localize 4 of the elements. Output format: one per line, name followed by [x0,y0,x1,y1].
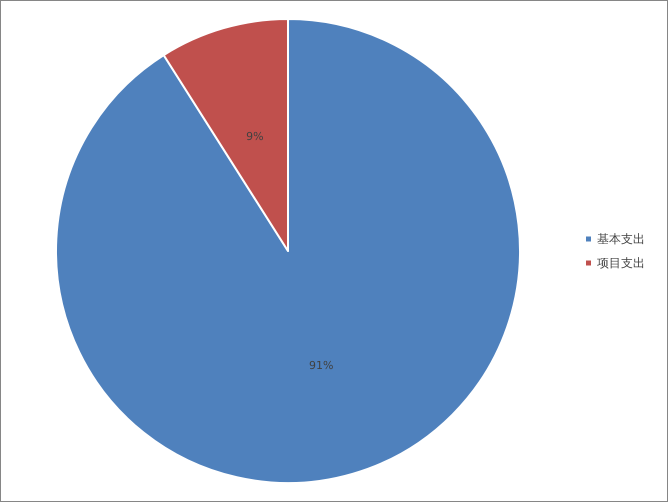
legend-label: 基本支出 [597,232,645,246]
data-label: 9% [246,130,264,144]
data-label: 91% [308,358,334,372]
legend-label: 项目支出 [597,256,645,270]
